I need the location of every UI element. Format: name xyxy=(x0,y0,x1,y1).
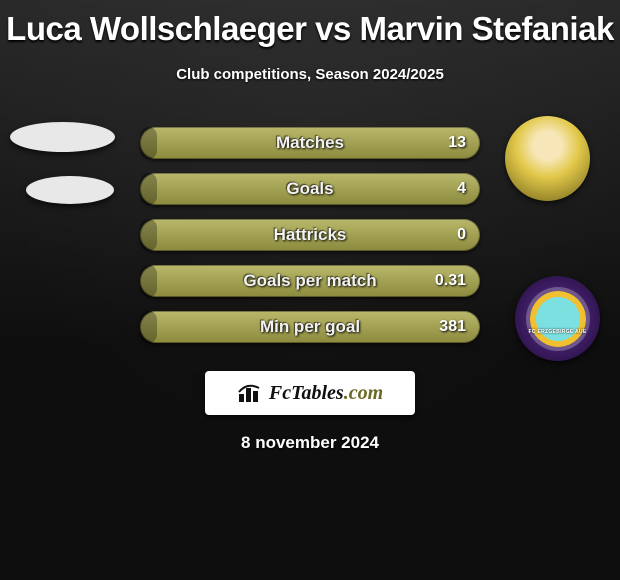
club-badge-label: FC ERZGEBIRGE AUE xyxy=(529,329,587,335)
stat-bar-value: 13 xyxy=(448,127,466,159)
club-badge-inner xyxy=(530,291,586,347)
stat-bar: Goals per match0.31 xyxy=(140,265,480,297)
stat-bar-value: 0.31 xyxy=(435,265,466,297)
player-avatar xyxy=(505,116,590,201)
stat-bar: Matches13 xyxy=(140,127,480,159)
page-title: Luca Wollschlaeger vs Marvin Stefaniak xyxy=(0,0,620,48)
stat-bars: Matches13 Goals4 Hattricks0 Goals per match… xyxy=(140,127,480,343)
brand-box: FcTables.com xyxy=(205,371,415,415)
stat-bar-label: Hattricks xyxy=(140,219,480,251)
stat-bar-value: 4 xyxy=(457,173,466,205)
stat-bar: Min per goal381 xyxy=(140,311,480,343)
brand-name: FcTables xyxy=(269,382,344,404)
stat-bar-label: Goals per match xyxy=(140,265,480,297)
subtitle: Club competitions, Season 2024/2025 xyxy=(0,66,620,83)
stat-bar: Goals4 xyxy=(140,173,480,205)
stat-bar-label: Goals xyxy=(140,173,480,205)
stat-bar-value: 0 xyxy=(457,219,466,251)
bars-icon xyxy=(237,382,265,404)
stat-bar-label: Min per goal xyxy=(140,311,480,343)
left-avatar-placeholder-1 xyxy=(10,122,115,152)
club-badge: FC ERZGEBIRGE AUE xyxy=(515,276,600,361)
stat-bar-label: Matches xyxy=(140,127,480,159)
date-text: 8 november 2024 xyxy=(0,433,620,453)
stat-bar-value: 381 xyxy=(439,311,466,343)
stat-bar: Hattricks0 xyxy=(140,219,480,251)
brand-suffix: .com xyxy=(344,382,383,404)
brand-text: FcTables.com xyxy=(269,382,383,405)
left-avatar-placeholder-2 xyxy=(26,176,114,204)
